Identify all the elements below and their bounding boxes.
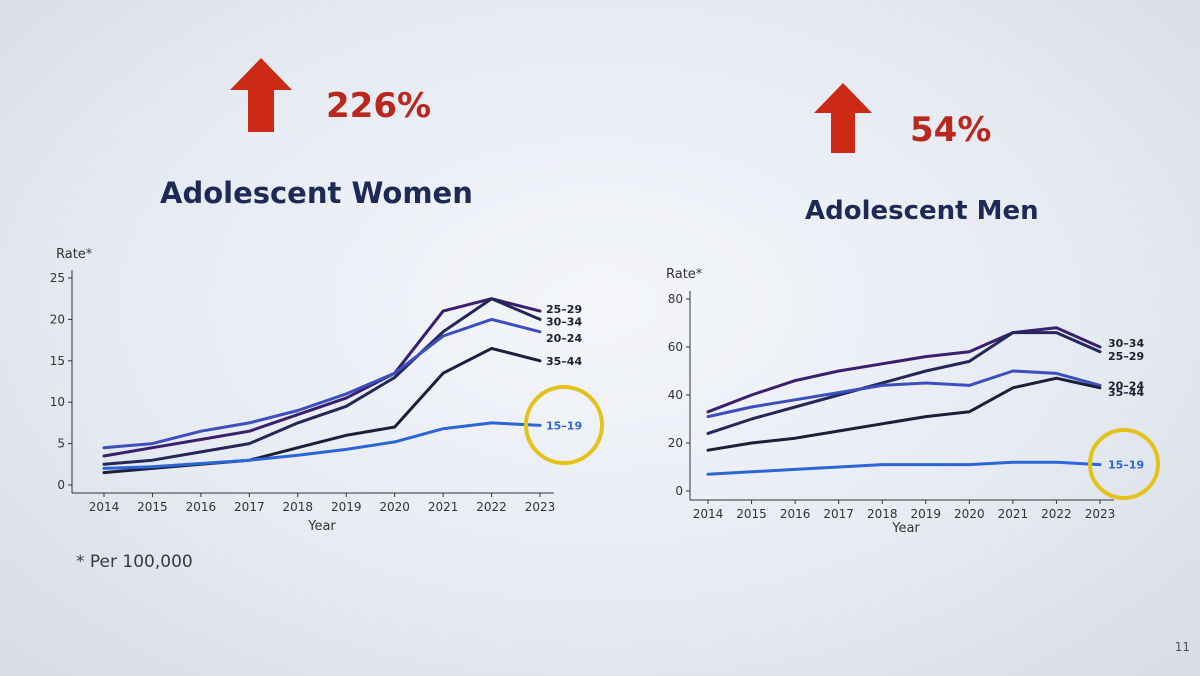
series-line [706, 460, 1102, 476]
series-end-label: 30–34 [546, 315, 582, 328]
x-tick-label: 2021 [428, 500, 459, 514]
series-line [706, 331, 1102, 435]
y-tick-label: 40 [668, 388, 683, 402]
x-tick-label: 2016 [186, 500, 217, 514]
series-line [102, 317, 542, 450]
y-tick-label: 15 [50, 354, 65, 368]
x-tick-label: 2014 [89, 500, 120, 514]
series-end-label: 20–24 [546, 332, 582, 345]
series-end-label: 30–34 [1108, 337, 1144, 350]
y-axis-label: Rate* [56, 247, 93, 262]
series-end-label: 35–44 [546, 355, 582, 368]
x-tick-label: 2023 [525, 500, 556, 514]
x-tick-label: 2020 [954, 507, 985, 521]
y-tick-label: 20 [668, 436, 683, 450]
series-end-label: 35–44 [1108, 386, 1144, 399]
x-tick-label: 2023 [1085, 507, 1116, 521]
series-end-label: 15–19 [546, 419, 582, 432]
series-line [102, 297, 542, 458]
series-line [706, 369, 1102, 419]
series-end-label: 20–24 [1108, 379, 1144, 392]
x-tick-label: 2022 [476, 500, 507, 514]
y-axis-label: Rate* [666, 267, 703, 282]
up-arrow-icon [814, 83, 872, 153]
x-tick-label: 2015 [137, 500, 168, 514]
y-tick-label: 60 [668, 340, 683, 354]
x-axis-label: Year [891, 521, 920, 536]
women-rate-line-chart: 0 5 10 15 20 25 2014 2015 2016 2017 2018 2019 2020 20… [50, 247, 604, 534]
series-end-label: 25–29 [546, 303, 582, 316]
x-tick-label: 2018 [867, 507, 898, 521]
x-tick-label: 2017 [823, 507, 854, 521]
series-line [102, 297, 542, 466]
x-tick-label: 2022 [1041, 507, 1072, 521]
x-tick-label: 2021 [998, 507, 1029, 521]
y-tick-label: 5 [57, 437, 65, 451]
men-rate-line-chart: 0 20 40 60 80 2014 2015 2016 2017 2018 2019 2020 202… [666, 267, 1160, 536]
x-tick-label: 2019 [911, 507, 942, 521]
x-tick-label: 2017 [234, 500, 265, 514]
highlight-circle [1088, 428, 1160, 500]
y-tick-label: 80 [668, 292, 683, 306]
x-tick-label: 2015 [736, 507, 767, 521]
x-tick-label: 2014 [693, 507, 724, 521]
x-tick-label: 2016 [780, 507, 811, 521]
x-tick-label: 2019 [331, 500, 362, 514]
women-percent-increase: 226% [326, 86, 432, 126]
y-tick-label: 10 [50, 395, 65, 409]
x-tick-label: 2020 [379, 500, 410, 514]
y-tick-label: 0 [675, 484, 683, 498]
y-tick-label: 0 [57, 478, 65, 492]
series-line [102, 421, 542, 470]
page-number: 11 [1174, 640, 1190, 654]
men-panel-title: Adolescent Men [805, 196, 1039, 226]
footnote: * Per 100,000 [76, 552, 193, 572]
series-end-label: 15–19 [1108, 459, 1144, 472]
series-line [706, 326, 1102, 414]
x-tick-label: 2018 [283, 500, 314, 514]
series-line [706, 376, 1102, 452]
highlight-circle [524, 385, 604, 465]
women-panel-title: Adolescent Women [160, 176, 473, 210]
y-tick-label: 20 [50, 312, 65, 326]
men-percent-increase: 54% [910, 110, 992, 150]
up-arrow-icon [230, 58, 292, 132]
y-tick-label: 25 [50, 271, 65, 285]
x-axis-label: Year [307, 519, 336, 534]
series-end-label: 25–29 [1108, 350, 1144, 363]
